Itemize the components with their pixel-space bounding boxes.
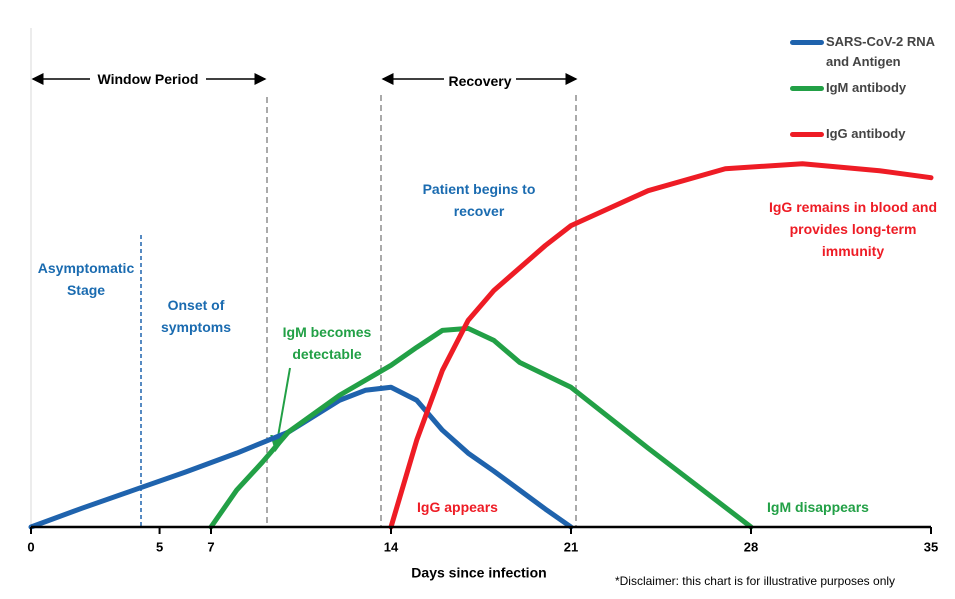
x-tick-label: 5: [156, 539, 163, 554]
annotation: IgM becomes detectable: [282, 324, 372, 362]
annotation: IgM disappears: [767, 499, 869, 515]
annotation: Recovery: [445, 70, 515, 92]
annotation: Window Period: [93, 68, 203, 90]
annotation: IgG remains in blood and provides long-t…: [768, 199, 937, 259]
annotation: Asymptomatic Stage: [37, 260, 135, 298]
legend-swatch: [790, 86, 824, 91]
annotation: Onset of symptoms: [160, 297, 232, 335]
x-tick-label: 0: [27, 539, 34, 554]
series-line: [28, 384, 574, 530]
legend-swatch: [790, 40, 824, 45]
legend-label: SARS-CoV-2 RNA and Antigen: [826, 34, 935, 69]
legend-label: IgG antibody: [826, 126, 906, 141]
x-tick-label: 28: [744, 539, 758, 554]
legend-label: IgM antibody: [826, 80, 907, 95]
x-tick-label: 7: [207, 539, 214, 554]
series-line: [208, 325, 754, 530]
annotation: *Disclaimer: this chart is for illustrat…: [614, 574, 896, 588]
x-axis-label: Days since infection: [411, 565, 546, 581]
x-tick-label: 14: [384, 539, 399, 554]
annotation: IgG appears: [417, 499, 498, 515]
x-tick-label: 21: [564, 539, 578, 554]
series-line: [388, 161, 934, 530]
x-tick-label: 35: [924, 539, 938, 554]
legend-swatch: [790, 132, 824, 137]
annotation: Patient begins to recover: [422, 181, 536, 219]
